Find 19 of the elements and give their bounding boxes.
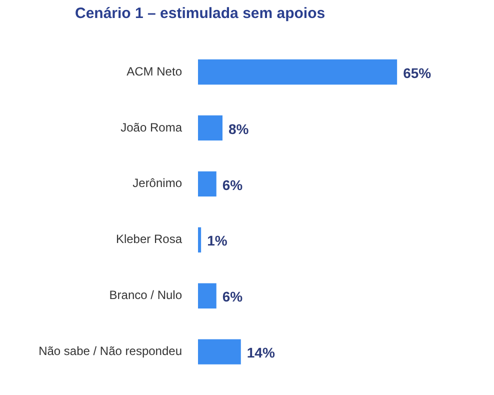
bar — [198, 283, 216, 308]
bar — [198, 171, 216, 197]
chart-title: Cenário 1 – estimulada sem apoios — [75, 5, 326, 22]
y-tick-label: ACM Neto — [126, 64, 182, 78]
y-tick-label: Branco / Nulo — [109, 288, 182, 302]
y-tick-label: Jerônimo — [132, 176, 182, 190]
bar — [198, 339, 241, 364]
data-label: 14% — [246, 344, 276, 361]
bar — [198, 227, 202, 252]
bar — [198, 115, 222, 141]
y-tick-label: Não sabe / Não respondeu — [38, 344, 182, 358]
data-label: 65% — [403, 64, 432, 81]
y-tick-label: Kleber Rosa — [116, 232, 182, 246]
data-label: 8% — [228, 120, 250, 137]
data-label: 6% — [222, 288, 244, 305]
y-tick-label: João Roma — [120, 120, 182, 134]
data-label: 6% — [222, 176, 244, 193]
bar — [198, 59, 398, 85]
data-label: 1% — [207, 232, 228, 249]
